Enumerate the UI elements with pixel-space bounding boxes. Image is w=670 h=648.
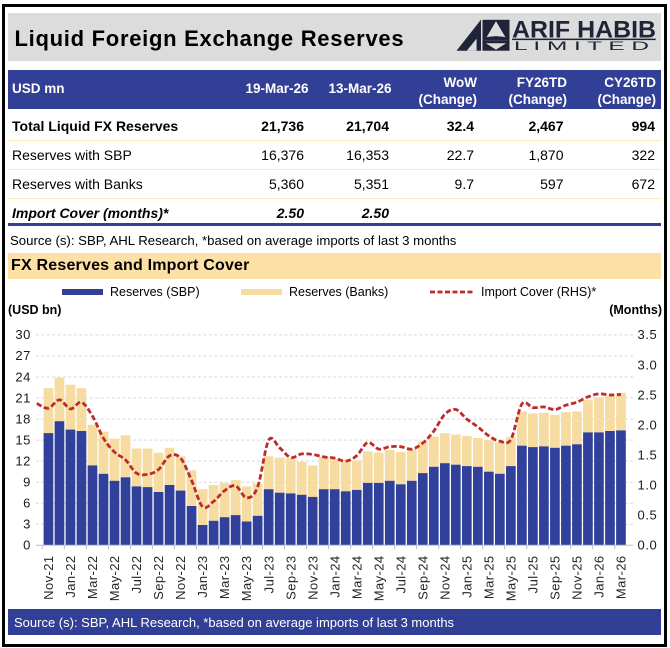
svg-text:2.0: 2.0 — [638, 417, 658, 432]
svg-text:May-24: May-24 — [371, 556, 386, 602]
svg-text:Jul-24: Jul-24 — [393, 556, 408, 594]
svg-text:6: 6 — [23, 496, 31, 511]
svg-text:12: 12 — [15, 453, 31, 468]
svg-text:24: 24 — [15, 369, 31, 384]
svg-text:18: 18 — [15, 411, 31, 426]
svg-text:Jan-22: Jan-22 — [63, 556, 78, 598]
svg-text:15: 15 — [15, 432, 31, 447]
svg-text:May-23: May-23 — [239, 556, 254, 602]
svg-text:9: 9 — [23, 475, 31, 490]
svg-text:1.0: 1.0 — [638, 478, 658, 493]
svg-text:Mar-24: Mar-24 — [349, 556, 364, 600]
svg-text:Nov-21: Nov-21 — [41, 556, 56, 600]
svg-text:Jul-25: Jul-25 — [526, 556, 541, 594]
svg-text:Nov-22: Nov-22 — [173, 556, 188, 600]
svg-text:Sep-24: Sep-24 — [415, 556, 430, 600]
svg-text:0.5: 0.5 — [638, 508, 658, 523]
svg-text:Jul-23: Jul-23 — [261, 556, 276, 594]
svg-text:Sep-23: Sep-23 — [283, 556, 298, 600]
svg-text:0.0: 0.0 — [638, 538, 658, 553]
svg-text:Mar-26: Mar-26 — [614, 556, 629, 600]
svg-text:Mar-23: Mar-23 — [217, 556, 232, 600]
svg-text:2.5: 2.5 — [638, 387, 658, 402]
svg-text:L I M I T E D: L I M I T E D — [514, 39, 650, 53]
svg-text:0: 0 — [23, 538, 31, 553]
svg-text:May-25: May-25 — [504, 556, 519, 602]
svg-text:Jan-23: Jan-23 — [195, 556, 210, 598]
svg-text:3.0: 3.0 — [638, 357, 658, 372]
svg-text:1.5: 1.5 — [638, 447, 658, 462]
svg-text:May-22: May-22 — [107, 556, 122, 602]
svg-text:Jan-25: Jan-25 — [459, 556, 474, 598]
svg-text:Jul-22: Jul-22 — [129, 556, 144, 594]
svg-text:Jan-24: Jan-24 — [327, 556, 342, 598]
svg-text:Nov-24: Nov-24 — [437, 556, 452, 600]
svg-text:3: 3 — [23, 517, 31, 532]
svg-text:30: 30 — [15, 327, 31, 342]
svg-text:Sep-22: Sep-22 — [151, 556, 166, 600]
svg-text:Mar-22: Mar-22 — [85, 556, 100, 600]
svg-text:Nov-23: Nov-23 — [305, 556, 320, 600]
svg-text:Nov-25: Nov-25 — [570, 556, 585, 600]
svg-text:Sep-25: Sep-25 — [548, 556, 563, 600]
svg-text:27: 27 — [15, 348, 31, 363]
svg-text:Jan-26: Jan-26 — [592, 556, 607, 598]
svg-text:Mar-25: Mar-25 — [482, 556, 497, 600]
svg-text:3.5: 3.5 — [638, 327, 658, 342]
svg-text:21: 21 — [15, 390, 31, 405]
